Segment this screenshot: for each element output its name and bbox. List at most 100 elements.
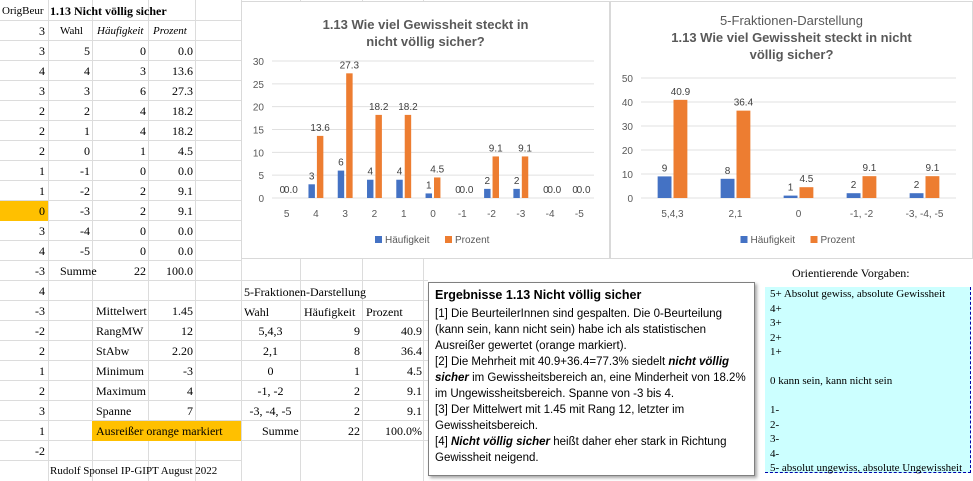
origbeur-cell: -2 — [35, 444, 45, 458]
prozent-bar — [434, 177, 441, 198]
data-label: 0.0 — [547, 185, 561, 196]
haeufigkeit-bar — [909, 193, 924, 198]
legend-swatch — [740, 236, 748, 243]
data-label: 0.0 — [460, 185, 474, 196]
origbeur-cell: 4 — [39, 64, 45, 78]
haeufigkeit-cell: 1 — [140, 144, 146, 158]
chart-2-title-line1: 5-Fraktionen-Darstellung — [719, 13, 864, 28]
ergebnisse-p2: [2] Die Mehrheit mit 40.9+36.4=77.3% sie… — [435, 356, 746, 400]
origbeur-cell: 3 — [39, 44, 45, 58]
y-tick-label: 0 — [627, 194, 633, 205]
haeufigkeit-bar — [657, 176, 672, 198]
haeufigkeit-header: Häufigkeit — [97, 25, 144, 37]
stat-value: 1.45 — [172, 304, 193, 318]
y-tick-label: 10 — [253, 148, 265, 159]
y-tick-label: 30 — [253, 57, 265, 68]
wahl-cell: 0 — [84, 144, 90, 158]
fraktionen-h: 8 — [354, 344, 360, 358]
vorgaben-line: 4- — [770, 447, 780, 460]
vorgaben-line: 4+ — [770, 302, 782, 315]
wahl-cell: -1 — [80, 164, 90, 178]
prozent-cell: 18.2 — [172, 104, 193, 118]
vorgaben-line: 2+ — [770, 331, 782, 344]
prozent-header: Prozent — [153, 25, 187, 37]
haeufigkeit-cell: 2 — [140, 204, 146, 218]
prozent-bar — [862, 176, 877, 198]
haeufigkeit-cell: 0 — [140, 164, 146, 178]
vorgaben-line: 5+ Absolut gewiss, absolute Gewissheit — [770, 288, 946, 300]
y-tick-label: 20 — [253, 103, 265, 114]
origbeur-cell: 3 — [39, 404, 45, 418]
summe-prozent: 100.0 — [166, 264, 193, 278]
legend-label: Häufigkeit — [751, 235, 796, 246]
prozent-cell: 0.0 — [178, 224, 193, 238]
data-label: 0 — [572, 185, 578, 196]
prozent-bar — [521, 156, 529, 198]
x-tick-label: 4 — [313, 209, 319, 220]
fraktionen-wahl: 2,1 — [263, 344, 278, 358]
fraktionen-wahl: 5,4,3 — [258, 324, 283, 338]
x-tick-label: 0 — [796, 209, 802, 220]
data-label: 9.1 — [925, 163, 939, 174]
x-tick-label: 2 — [372, 209, 378, 220]
summe-label: Summe — [60, 264, 97, 278]
fraktionen-title: 5-Fraktionen-Darstellung — [244, 285, 366, 299]
origbeur-cell: 1 — [39, 164, 45, 178]
haeufigkeit-cell: 2 — [140, 184, 146, 198]
data-label: 9.1 — [518, 143, 532, 154]
data-label: 4.5 — [799, 174, 813, 185]
data-label: 18.2 — [369, 102, 389, 113]
data-label: 13.6 — [310, 123, 330, 134]
ergebnisse-textbox: Ergebnisse 1.13 Nicht völlig sicher [1] … — [428, 282, 755, 476]
origbeur-cell: 3 — [39, 84, 45, 98]
prozent-bar — [346, 73, 353, 198]
prozent-cell: 0.0 — [178, 244, 193, 258]
haeufigkeit-cell: 4 — [140, 124, 146, 138]
fraktionen-h: 2 — [354, 384, 360, 398]
stat-value: 12 — [181, 324, 193, 338]
chart-2-title: 1.13 Wie viel Gewissheit steckt in nicht… — [671, 30, 912, 62]
prozent-cell: 4.5 — [178, 144, 193, 158]
haeufigkeit-bar — [846, 193, 861, 198]
y-tick-label: 40 — [622, 98, 634, 109]
table-title: 1.13 Nicht völlig sicher — [50, 4, 167, 18]
haeufigkeit-cell: 0 — [140, 244, 146, 258]
legend-label: Prozent — [455, 235, 490, 246]
wahl-cell: 4 — [84, 64, 90, 78]
prozent-bar — [799, 187, 814, 198]
data-label: 18.2 — [398, 102, 418, 113]
prozent-cell: 27.3 — [172, 84, 193, 98]
legend-swatch — [445, 236, 452, 243]
x-tick-label: 2,1 — [729, 209, 743, 220]
ausreisser-label: Ausreißer orange markiert — [92, 421, 241, 441]
data-label: 27.3 — [340, 60, 360, 71]
vorgaben-line — [765, 360, 970, 375]
prozent-cell: 13.6 — [172, 64, 193, 78]
wahl-header: Wahl — [60, 25, 83, 37]
vorgaben-line: 3- — [770, 433, 780, 445]
haeufigkeit-bar — [720, 178, 735, 198]
fraktionen-summe-label: Summe — [262, 424, 299, 438]
y-tick-label: 25 — [253, 80, 265, 91]
origbeur-cell: -3 — [35, 304, 45, 318]
stat-value: -3 — [183, 364, 193, 378]
wahl-cell: -5 — [80, 244, 90, 258]
data-label: 2 — [485, 176, 491, 187]
fraktionen-p: 9.1 — [407, 384, 422, 398]
haeufigkeit-cell: 0 — [140, 44, 146, 58]
fraktionen-summe-p: 100.0% — [385, 424, 422, 438]
origbeur-cell: 1 — [39, 424, 45, 438]
data-label: 4 — [367, 167, 373, 178]
data-label: 0 — [543, 185, 549, 196]
stat-label: RangMW — [96, 324, 144, 338]
fraktionen-prozent-header: Prozent — [366, 305, 403, 319]
origbeur-cell: 1 — [39, 184, 45, 198]
wahl-cell: 2 — [84, 104, 90, 118]
origbeur-cell: -3 — [35, 264, 45, 278]
x-tick-label: 1 — [401, 209, 407, 220]
haeufigkeit-cell: 3 — [140, 64, 146, 78]
haeufigkeit-bar — [513, 188, 520, 198]
x-tick-label: -3, -4, -5 — [906, 209, 944, 220]
fraktionen-wahl: -1, -2 — [257, 384, 284, 398]
chart-2: 5-Fraktionen-Darstellung 1.13 Wie viel G… — [610, 1, 973, 259]
